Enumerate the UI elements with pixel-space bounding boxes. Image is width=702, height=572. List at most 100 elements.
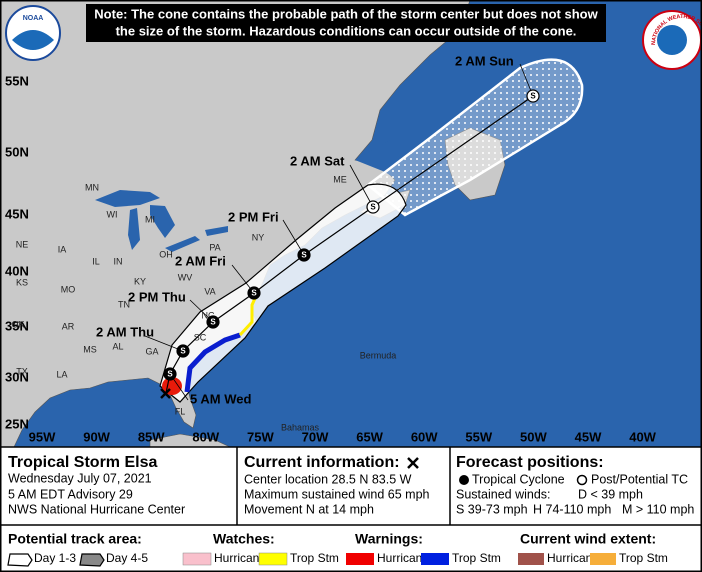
post-symbol xyxy=(576,474,588,486)
place-label: Bermuda xyxy=(360,350,397,360)
current-line: Maximum sustained wind 65 mph xyxy=(244,487,430,501)
lake-huron xyxy=(150,205,175,238)
legend-day45: Day 4-5 xyxy=(106,551,148,565)
state-label: WI xyxy=(107,209,118,219)
track-point xyxy=(247,286,261,300)
track-time: 2 PM Thu xyxy=(128,289,186,304)
noaa-logo-wave xyxy=(12,30,54,50)
info-panel xyxy=(0,447,702,572)
storm-date: Wednesday July 07, 2021 xyxy=(8,471,152,485)
legend-day13-icon xyxy=(7,553,33,567)
state-label: IN xyxy=(114,256,123,266)
track-point xyxy=(176,344,190,358)
warn-hurricane-swatch xyxy=(346,553,374,565)
leader-line xyxy=(282,219,305,256)
warn-trop-swatch xyxy=(421,553,449,565)
forecast-m: M > 110 mph xyxy=(622,502,694,516)
lat-label: 35N xyxy=(5,318,29,333)
track-time: 2 AM Fri xyxy=(175,253,226,268)
track-point xyxy=(206,315,220,329)
lat-label: 25N xyxy=(5,416,29,431)
leader-line xyxy=(349,164,374,208)
current-line: Center location 28.5 N 83.5 W xyxy=(244,472,412,486)
note-line: the size of the storm. Hazardous conditi… xyxy=(116,23,577,38)
watch-trop-swatch xyxy=(258,552,288,566)
track-time: 2 PM Fri xyxy=(228,209,279,224)
lon-label: 60W xyxy=(411,429,438,444)
lake-superior xyxy=(95,190,160,207)
note-line: Note: The cone contains the probable pat… xyxy=(94,6,598,21)
track-symbol: S xyxy=(370,203,376,212)
legend-track-title: Potential track area: xyxy=(8,531,142,547)
track-time: 2 AM Thu xyxy=(96,324,154,339)
legend-watch-trop: Trop Stm xyxy=(290,551,339,565)
state-label: GA xyxy=(145,346,158,356)
forecast-cyclone: Tropical Cyclone xyxy=(472,472,565,486)
lon-label: 80W xyxy=(192,429,219,444)
state-label: OH xyxy=(159,249,173,259)
lat-label: 45N xyxy=(5,206,29,221)
legend-warn-trop: Trop Stm xyxy=(452,551,501,565)
forecast-post: Post/Potential TC xyxy=(591,472,688,486)
legend-warnings-title: Warnings: xyxy=(355,531,423,547)
cyclone-symbol xyxy=(459,475,469,485)
lon-label: 40W xyxy=(629,429,656,444)
state-label: IL xyxy=(92,256,100,266)
storm-advisory: 5 AM EDT Advisory 29 xyxy=(8,487,133,501)
state-label: NY xyxy=(252,232,265,242)
track-symbol: S xyxy=(167,370,173,379)
leader-line xyxy=(144,335,184,352)
state-label: AL xyxy=(112,341,123,351)
state-label: WV xyxy=(178,272,193,282)
lon-label: 45W xyxy=(575,429,602,444)
lake-ontario xyxy=(205,226,228,236)
state-label: LA xyxy=(56,369,67,379)
legend-wind-hurricane: Hurricane xyxy=(547,551,599,565)
state-label: MI xyxy=(145,214,155,224)
lon-label: 50W xyxy=(520,429,547,444)
forecast-title: Forecast positions: xyxy=(456,454,604,471)
lon-label: 75W xyxy=(247,429,274,444)
state-label: PA xyxy=(209,242,220,252)
current-symbol xyxy=(407,457,419,469)
track-point xyxy=(297,248,311,262)
current-line: Movement N at 14 mph xyxy=(244,502,374,516)
nws-logo-center xyxy=(657,25,687,55)
forecast-s: S 39-73 mph xyxy=(456,502,528,516)
track-symbol: S xyxy=(530,92,536,101)
state-label: TN xyxy=(118,299,130,309)
current-title: Current information: xyxy=(244,454,400,471)
lon-label: 65W xyxy=(356,429,383,444)
lat-label: 30N xyxy=(5,369,29,384)
wind-hurricane-swatch xyxy=(518,553,544,565)
note-banner xyxy=(86,4,606,42)
lake-michigan xyxy=(128,208,140,250)
track-time: 2 AM Sat xyxy=(290,153,345,168)
trop-storm-watch xyxy=(238,295,258,337)
state-label: FL xyxy=(175,406,186,416)
track-point xyxy=(526,89,540,103)
state-label: MO xyxy=(61,284,76,294)
cuba xyxy=(149,433,231,448)
state-label: OK xyxy=(11,319,24,329)
legend-day45-icon xyxy=(79,553,105,567)
state-label: TX xyxy=(16,366,28,376)
lon-label: 95W xyxy=(29,429,56,444)
watch-hurricane-swatch xyxy=(182,552,212,566)
storm-center: NWS National Hurricane Center xyxy=(8,502,185,516)
forecast-h: H 74-110 mph xyxy=(533,502,611,516)
forecast-winds: Sustained winds: xyxy=(456,487,551,501)
state-label: KY xyxy=(134,276,146,286)
track-symbol: S xyxy=(251,289,257,298)
legend-day13: Day 1-3 xyxy=(34,551,76,565)
lake-erie xyxy=(165,236,200,252)
track-time: 5 AM Wed xyxy=(190,391,251,406)
state-label: VA xyxy=(204,286,215,296)
state-label: NE xyxy=(16,239,29,249)
legend-watch-hurricane: Hurricane xyxy=(214,551,266,565)
lat-label: 40N xyxy=(5,263,29,278)
state-label: AR xyxy=(62,321,75,331)
